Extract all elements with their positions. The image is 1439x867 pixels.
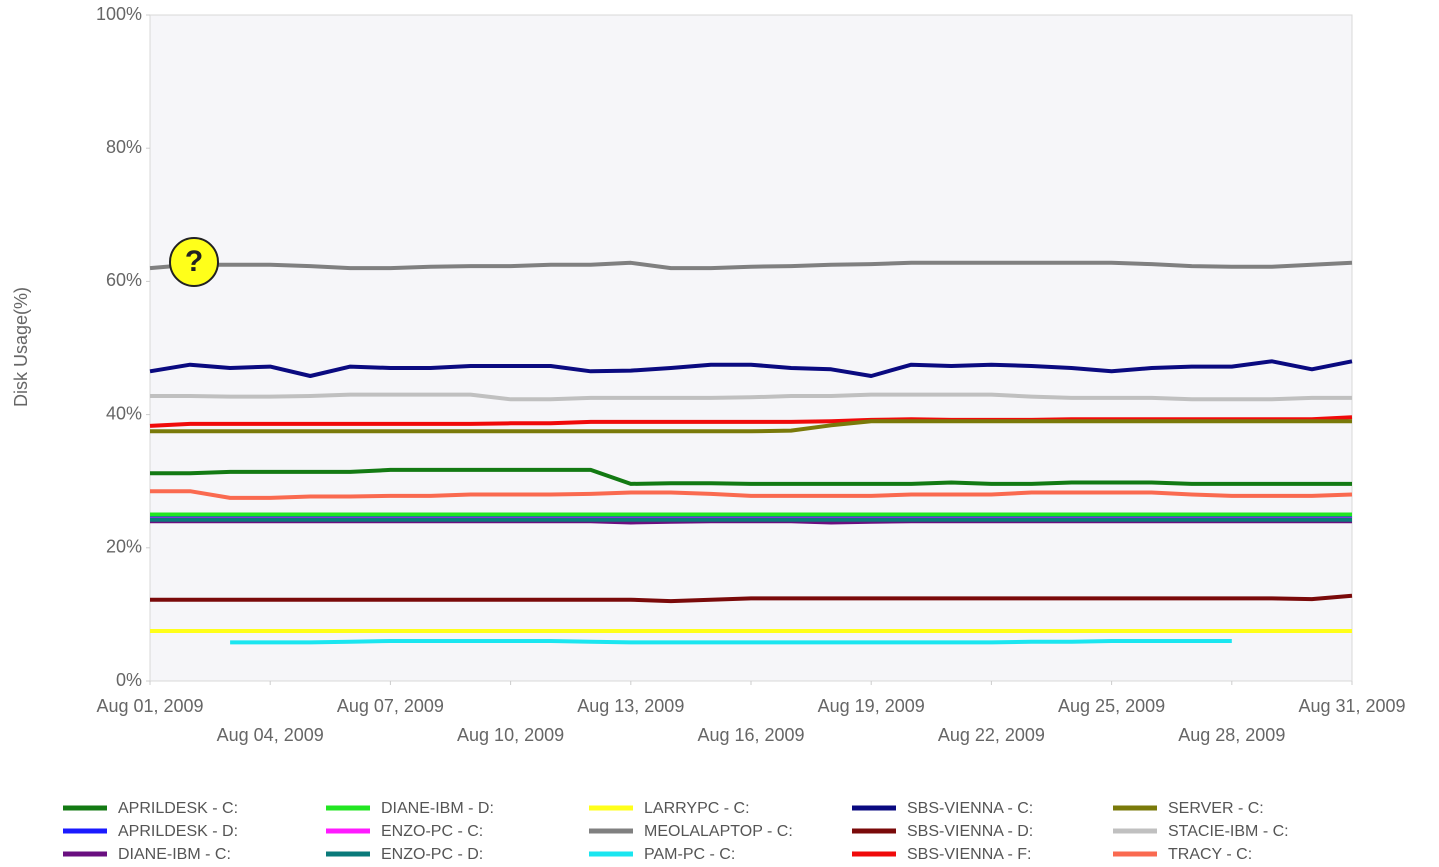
x-tick-label: Aug 19, 2009 [818, 696, 925, 716]
series-line [150, 593, 1353, 604]
x-tick-label: Aug 16, 2009 [697, 725, 804, 745]
legend-label: ENZO-PC - D: [381, 846, 483, 863]
y-tick-label: 0% [116, 670, 142, 690]
legend-label: SBS-VIENNA - F: [907, 846, 1031, 863]
svg-text:?: ? [185, 245, 203, 278]
x-tick-label: Aug 25, 2009 [1058, 696, 1165, 716]
x-tick-label: Aug 04, 2009 [217, 725, 324, 745]
help-icon[interactable]: ? [169, 237, 219, 287]
legend-label: PAM-PC - C: [644, 846, 735, 863]
y-tick-label: 100% [96, 4, 142, 24]
series-line [149, 359, 1353, 378]
legend-label: SERVER - C: [1168, 800, 1264, 817]
legend-label: STACIE-IBM - C: [1168, 823, 1289, 840]
legend-label: SBS-VIENNA - C: [907, 800, 1033, 817]
series-line [150, 467, 1352, 486]
legend-label: DIANE-IBM - C: [118, 846, 231, 863]
legend-label: SBS-VIENNA - D: [907, 823, 1033, 840]
legend-label: DIANE-IBM - D: [381, 800, 494, 817]
x-tick-label: Aug 10, 2009 [457, 725, 564, 745]
legend-label: APRILDESK - C: [118, 800, 238, 817]
y-tick-label: 20% [106, 537, 142, 557]
x-tick-label: Aug 01, 2009 [96, 696, 203, 716]
x-tick-label: Aug 07, 2009 [337, 696, 444, 716]
x-tick-label: Aug 13, 2009 [577, 696, 684, 716]
legend-label: MEOLALAPTOP - C: [644, 823, 793, 840]
series-lines [149, 260, 1353, 645]
x-tick-label: Aug 22, 2009 [938, 725, 1045, 745]
y-tick-label: 40% [106, 403, 142, 423]
y-tick-label: 60% [106, 270, 142, 290]
series-line [150, 419, 1352, 434]
legend-label: ENZO-PC - C: [381, 823, 483, 840]
legend: APRILDESK - C: APRILDESK - D: DIANE-IBM - … [63, 800, 1289, 863]
legend-label: TRACY - C: [1168, 846, 1252, 863]
y-tick-label: 80% [106, 137, 142, 157]
x-tick-label: Aug 31, 2009 [1298, 696, 1405, 716]
series-line [149, 260, 1353, 271]
series-line [230, 639, 1232, 645]
x-tick-label: Aug 28, 2009 [1178, 725, 1285, 745]
plot-area [149, 14, 1353, 682]
y-axis-title: Disk Usage(%) [11, 287, 31, 407]
series-line [150, 392, 1352, 402]
legend-label: APRILDESK - D: [118, 823, 238, 840]
legend-label: LARRYPC - C: [644, 800, 750, 817]
series-line [150, 489, 1353, 500]
